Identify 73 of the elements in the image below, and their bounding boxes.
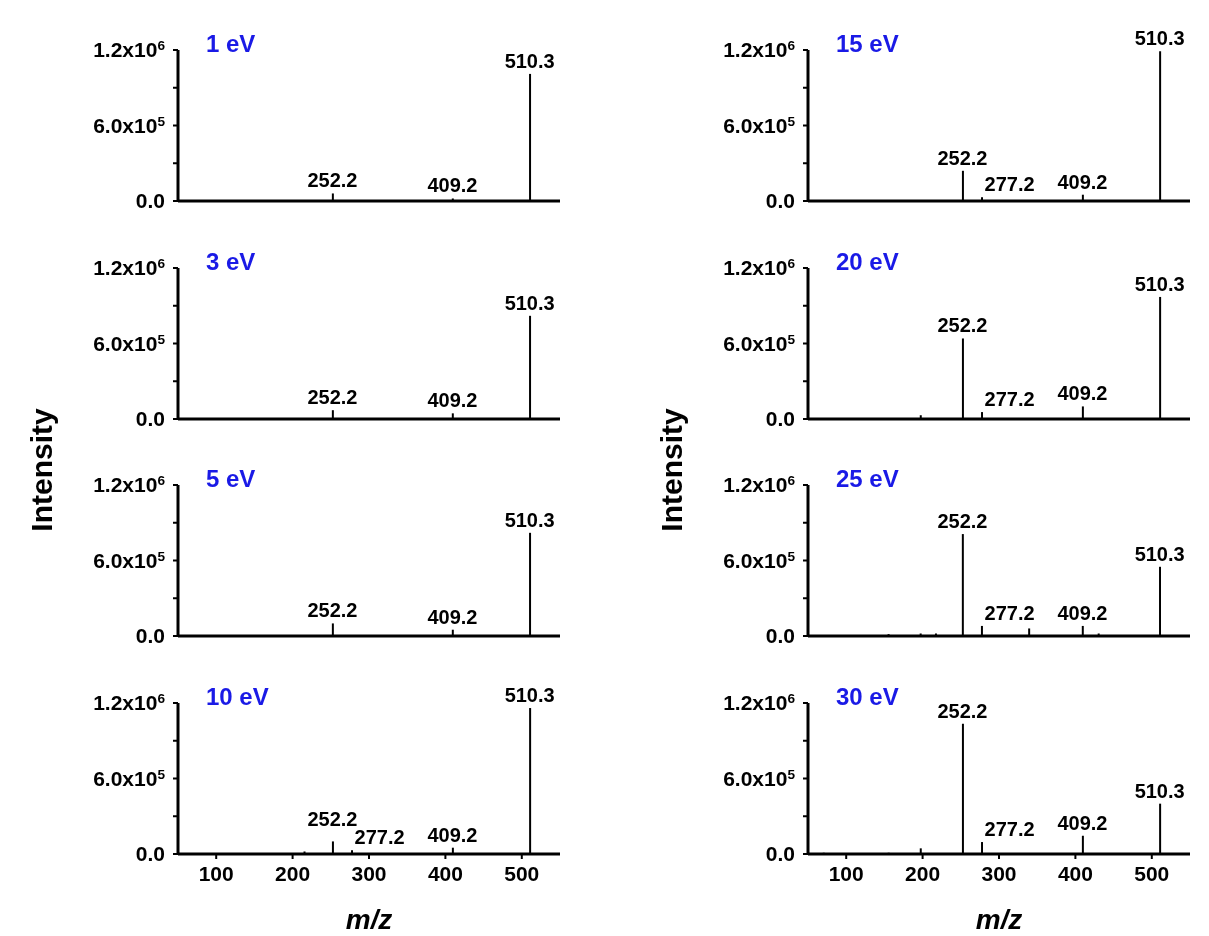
chart-title: 30 eV: [836, 682, 899, 710]
x-tick-label: 500: [1134, 861, 1170, 885]
x-axis-title: m/z: [345, 903, 393, 935]
y-tick-label: 6.0x10$^{5}$: [93, 765, 166, 789]
y-tick-label: 6.0x10$^{5}$: [93, 330, 166, 354]
y-tick-label: 6.0x10$^{5}$: [723, 548, 796, 572]
y-tick-label: 0.0: [135, 189, 165, 212]
y-tick-label: 0.0: [135, 841, 165, 865]
annotation: 510.3: [1134, 542, 1185, 565]
y-tick-label: 6.0x10$^{5}$: [723, 765, 796, 789]
annotation: 409.2: [427, 388, 478, 411]
y-tick-label: 1.2x10$^{6}$: [93, 255, 166, 279]
annotation: 252.2: [307, 385, 358, 408]
y-tick-label: 1.2x10$^{6}$: [93, 472, 166, 496]
annotation: 252.2: [307, 599, 358, 622]
annotation: 252.2: [937, 699, 988, 722]
annotation: 252.2: [937, 510, 988, 533]
chart-title: 3 eV: [206, 247, 256, 275]
y-tick-label: 0.0: [765, 406, 795, 430]
annotation: 510.3: [504, 291, 555, 314]
annotation: 510.3: [1134, 272, 1185, 295]
annotation: 409.2: [427, 823, 478, 846]
annotation: 409.2: [1057, 170, 1108, 193]
chart-title: 5 eV: [206, 465, 256, 492]
annotation: 277.2: [984, 601, 1035, 624]
y-axis-title: Intensity: [655, 408, 688, 532]
y-tick-label: 0.0: [765, 189, 795, 212]
chart-title: 20 eV: [836, 247, 899, 275]
chart-title: 10 eV: [206, 682, 269, 710]
y-tick-label: 6.0x10$^{5}$: [723, 330, 796, 354]
x-tick-label: 300: [351, 861, 387, 885]
x-tick-label: 400: [1057, 861, 1093, 885]
x-tick-label: 100: [198, 861, 234, 885]
annotation: 277.2: [984, 387, 1035, 410]
y-axis-title: Intensity: [25, 408, 58, 532]
y-tick-label: 0.0: [135, 624, 165, 647]
annotation: 510.3: [504, 508, 555, 531]
y-tick-label: 0.0: [765, 841, 795, 865]
annotation: 277.2: [984, 817, 1035, 840]
y-tick-label: 0.0: [135, 406, 165, 430]
y-tick-label: 1.2x10$^{6}$: [723, 255, 796, 279]
annotation: 510.3: [1134, 779, 1185, 802]
chart-title: 1 eV: [206, 30, 256, 57]
y-tick-label: 1.2x10$^{6}$: [93, 37, 166, 61]
annotation: 409.2: [1057, 811, 1108, 834]
y-tick-label: 1.2x10$^{6}$: [723, 690, 796, 714]
y-tick-label: 1.2x10$^{6}$: [723, 37, 796, 61]
x-tick-label: 100: [828, 861, 864, 885]
annotation: 252.2: [937, 313, 988, 336]
annotation: 510.3: [1134, 27, 1185, 50]
annotation: 409.2: [1057, 601, 1108, 624]
y-tick-label: 1.2x10$^{6}$: [93, 690, 166, 714]
annotation: 252.2: [937, 146, 988, 169]
y-tick-label: 6.0x10$^{5}$: [723, 113, 796, 137]
x-tick-label: 400: [427, 861, 463, 885]
y-tick-label: 6.0x10$^{5}$: [93, 113, 166, 137]
x-tick-label: 200: [275, 861, 311, 885]
y-tick-label: 1.2x10$^{6}$: [723, 472, 796, 496]
annotation: 409.2: [1057, 381, 1108, 404]
y-tick-label: 6.0x10$^{5}$: [93, 548, 166, 572]
annotation: 510.3: [504, 49, 555, 72]
annotation: 277.2: [984, 173, 1035, 196]
chart-title: 15 eV: [836, 30, 899, 57]
annotation: 510.3: [504, 683, 555, 706]
annotation: 409.2: [427, 605, 478, 628]
y-tick-label: 0.0: [765, 624, 795, 647]
x-tick-label: 500: [504, 861, 540, 885]
x-tick-label: 200: [905, 861, 941, 885]
annotation: 409.2: [427, 174, 478, 197]
x-axis-title: m/z: [975, 903, 1023, 935]
chart-title: 25 eV: [836, 465, 899, 492]
x-tick-label: 300: [981, 861, 1017, 885]
annotation: 252.2: [307, 169, 358, 192]
